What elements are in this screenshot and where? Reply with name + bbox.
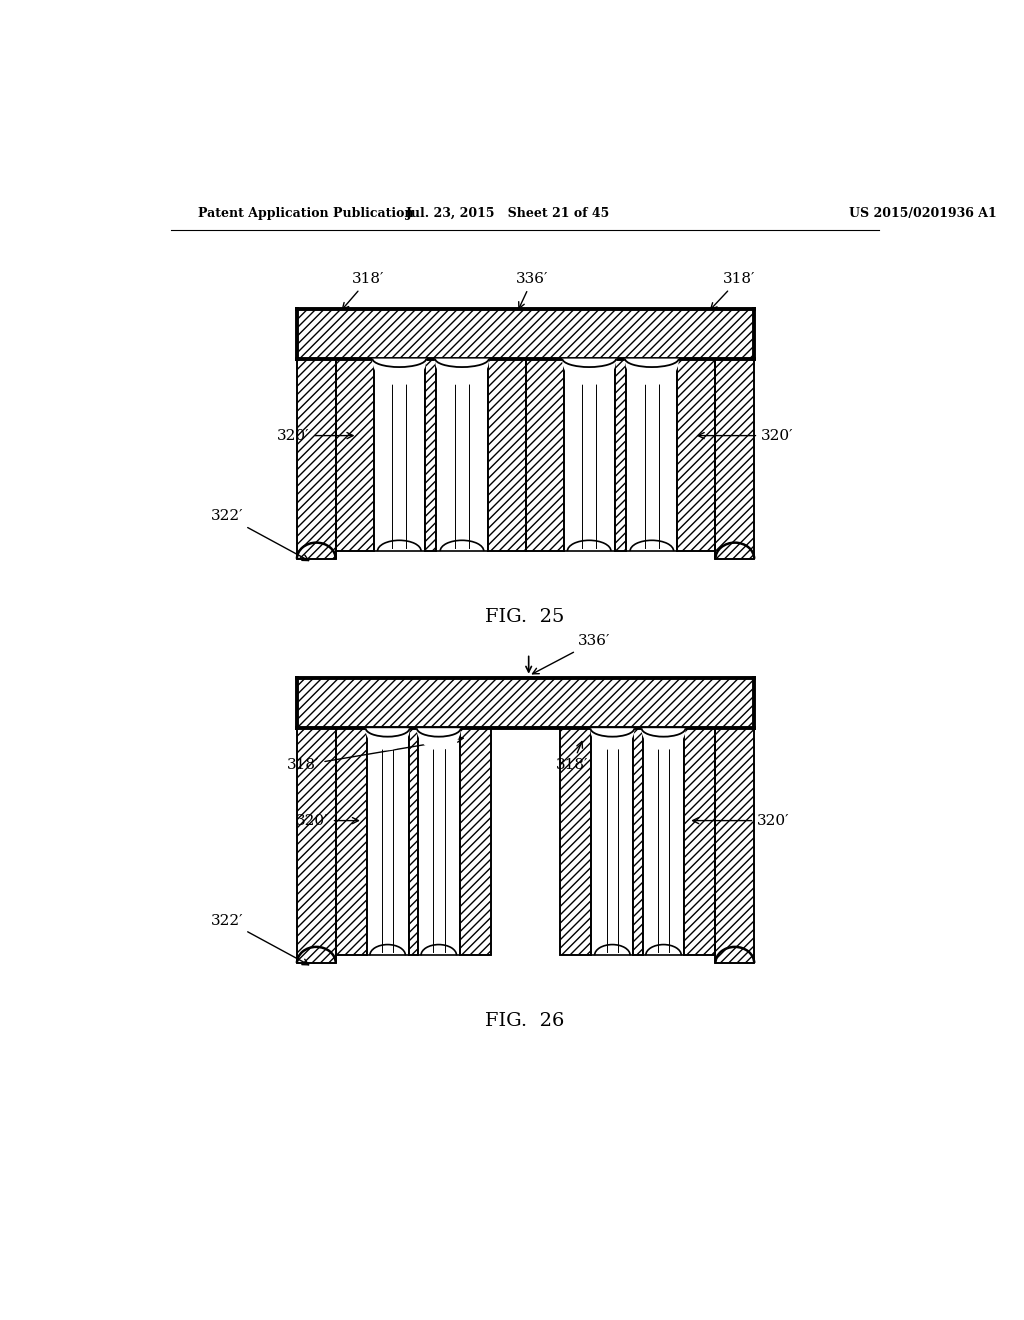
Wedge shape bbox=[641, 729, 686, 750]
Wedge shape bbox=[372, 359, 426, 385]
Wedge shape bbox=[625, 359, 679, 385]
Bar bbox=[633, 729, 643, 956]
Bar bbox=[633, 729, 643, 956]
Bar bbox=[525, 359, 563, 552]
Text: FIG.  26: FIG. 26 bbox=[485, 1012, 564, 1030]
Bar bbox=[374, 359, 425, 552]
Bar bbox=[563, 359, 614, 552]
Bar bbox=[614, 359, 627, 552]
Bar bbox=[716, 729, 755, 964]
Bar bbox=[560, 729, 592, 956]
Wedge shape bbox=[417, 729, 461, 750]
Text: FIG.  25: FIG. 25 bbox=[485, 607, 564, 626]
Wedge shape bbox=[435, 359, 489, 385]
Bar bbox=[716, 359, 755, 558]
Text: 318′: 318′ bbox=[556, 742, 589, 772]
Bar bbox=[716, 729, 755, 964]
Bar bbox=[678, 359, 716, 552]
Bar bbox=[592, 729, 633, 956]
Bar bbox=[409, 729, 418, 956]
Wedge shape bbox=[590, 729, 635, 750]
Bar bbox=[297, 678, 755, 729]
Bar bbox=[643, 729, 684, 956]
Bar bbox=[297, 359, 336, 558]
Text: 318′: 318′ bbox=[287, 737, 463, 772]
Bar bbox=[367, 729, 409, 956]
Text: 318′: 318′ bbox=[342, 272, 384, 309]
Text: 336′: 336′ bbox=[532, 634, 610, 673]
Bar bbox=[460, 729, 490, 956]
Bar bbox=[490, 729, 560, 956]
Bar bbox=[678, 359, 716, 552]
Bar bbox=[487, 359, 525, 552]
Bar bbox=[684, 729, 716, 956]
Bar bbox=[409, 729, 418, 956]
Bar bbox=[614, 359, 627, 552]
Text: 322′: 322′ bbox=[211, 510, 308, 561]
Bar bbox=[336, 729, 367, 956]
Wedge shape bbox=[562, 359, 616, 385]
Bar bbox=[684, 729, 716, 956]
Text: 320′: 320′ bbox=[296, 813, 358, 828]
Bar bbox=[418, 729, 460, 956]
Text: 320′: 320′ bbox=[276, 429, 353, 442]
Bar bbox=[297, 309, 755, 359]
Text: US 2015/0201936 A1: US 2015/0201936 A1 bbox=[849, 207, 996, 220]
Bar bbox=[487, 359, 525, 552]
Text: 320′: 320′ bbox=[698, 429, 794, 442]
Bar bbox=[425, 359, 436, 552]
Text: 318′: 318′ bbox=[711, 272, 755, 309]
Text: Jul. 23, 2015   Sheet 21 of 45: Jul. 23, 2015 Sheet 21 of 45 bbox=[406, 207, 610, 220]
Text: 336′: 336′ bbox=[516, 272, 549, 309]
Bar bbox=[336, 729, 367, 956]
Text: 322′: 322′ bbox=[211, 913, 308, 965]
Bar bbox=[436, 359, 487, 552]
Bar bbox=[336, 359, 374, 552]
Bar bbox=[297, 678, 755, 729]
Bar bbox=[297, 359, 336, 558]
Bar bbox=[297, 729, 336, 964]
Wedge shape bbox=[366, 729, 410, 750]
Bar bbox=[525, 359, 563, 552]
Bar bbox=[297, 309, 755, 359]
Bar bbox=[297, 729, 336, 964]
Bar bbox=[560, 729, 592, 956]
Bar bbox=[336, 359, 374, 552]
Text: Patent Application Publication: Patent Application Publication bbox=[198, 207, 414, 220]
Bar bbox=[425, 359, 436, 552]
Bar bbox=[460, 729, 490, 956]
Text: 320′: 320′ bbox=[692, 813, 790, 828]
Bar bbox=[716, 359, 755, 558]
Bar bbox=[627, 359, 678, 552]
